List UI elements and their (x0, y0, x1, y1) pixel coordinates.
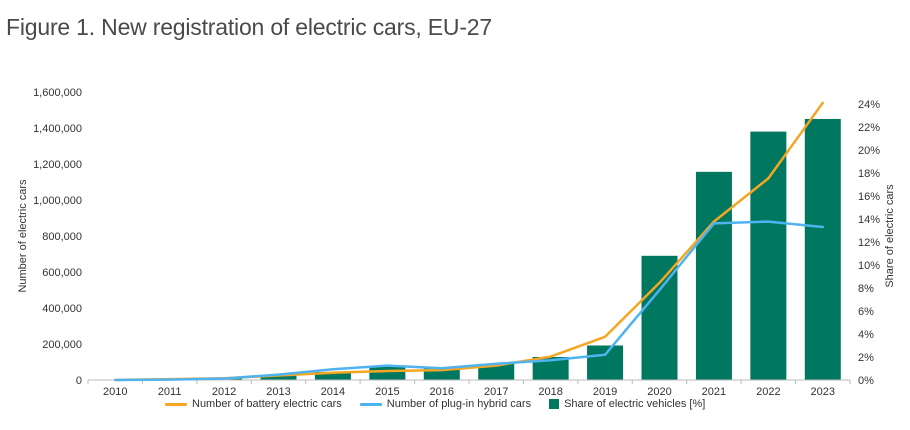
legend-item-phev: Number of plug-in hybrid cars (359, 398, 532, 410)
right-axis-tick-label: 18% (858, 168, 880, 180)
right-axis-ticks: 0% 2% 4% 6% 8% 10% 12% 14% 16% 18% 20% 22% 24% (858, 99, 880, 387)
x-axis-ticks: 2010 2011 2012 2013 2014 2015 2016 2017 2018 2019… (103, 386, 835, 398)
line-series-phev (113, 220, 825, 382)
right-axis-tick-label: 20% (858, 145, 880, 157)
x-axis-tick-label: 2015 (375, 386, 399, 398)
left-axis-tick-label: 800,000 (42, 231, 82, 243)
axes (87, 379, 851, 384)
right-axis-tick-label: 24% (858, 99, 880, 111)
legend-label-share: Share of electric vehicles [%] (564, 398, 706, 410)
x-axis-tick-label: 2012 (212, 386, 236, 398)
right-axis-tick-label: 14% (858, 214, 880, 226)
x-axis-tick-label: 2020 (647, 386, 671, 398)
chart-title: Figure 1. New registration of electric c… (6, 14, 492, 40)
right-axis-tick-label: 12% (858, 237, 880, 249)
left-axis-tick-label: 1,400,000 (33, 123, 82, 135)
x-axis-tick-label: 2017 (484, 386, 508, 398)
right-axis-tick-label: 10% (858, 260, 880, 272)
right-axis-title: Share of electric cars (884, 184, 896, 288)
x-axis-tick-label: 2023 (811, 386, 835, 398)
legend: Number of battery electric cars Number o… (165, 398, 705, 410)
left-axis-tick-label: 1,600,000 (33, 87, 82, 99)
bar-share-2022 (750, 131, 787, 380)
left-axis-tick-label: 600,000 (42, 267, 82, 279)
x-axis-tick-label: 2013 (266, 386, 290, 398)
right-axis-tick-label: 8% (858, 283, 874, 295)
right-axis-tick-label: 16% (858, 191, 880, 203)
left-axis-tick-label: 400,000 (42, 303, 82, 315)
x-axis-tick-label: 2022 (756, 386, 780, 398)
legend-label-bev: Number of battery electric cars (192, 398, 342, 410)
bar-share-2017 (478, 363, 515, 380)
left-axis-ticks: 0 200,000 400,000 600,000 800,000 1,000,000 1,… (33, 87, 82, 387)
bar-share-2013 (260, 375, 297, 380)
x-axis-tick-label: 2018 (538, 386, 562, 398)
left-axis-tick-label: 200,000 (42, 339, 82, 351)
bar-share-2018 (532, 357, 569, 380)
right-axis-tick-label: 6% (858, 306, 874, 318)
right-axis-tick-label: 2% (858, 352, 874, 364)
line-series (113, 101, 825, 382)
x-axis-tick-label: 2014 (321, 386, 345, 398)
left-axis-tick-label: 1,000,000 (33, 195, 82, 207)
x-axis-tick-label: 2016 (430, 386, 454, 398)
right-axis-tick-label: 0% (858, 375, 874, 387)
legend-item-bev: Number of battery electric cars (165, 398, 342, 410)
legend-swatch-bev (165, 402, 187, 406)
bar-share-2023 (804, 118, 841, 380)
legend-item-share: Share of electric vehicles [%] (549, 398, 705, 410)
bar-share-2015 (369, 366, 406, 380)
legend-swatch-share (549, 399, 560, 409)
bar-share-2014 (314, 371, 351, 380)
bar-share-2021 (695, 171, 732, 380)
x-axis-tick-label: 2021 (702, 386, 726, 398)
right-axis-tick-label: 4% (858, 329, 874, 341)
bar-share-2019 (587, 345, 624, 380)
bar-series-share (151, 118, 841, 380)
legend-swatch-phev (359, 402, 382, 406)
legend-label-phev: Number of plug-in hybrid cars (386, 398, 532, 410)
left-axis-title: Number of electric cars (17, 179, 29, 293)
x-axis-tick-label: 2010 (103, 386, 127, 398)
x-axis-tick-label: 2011 (158, 386, 182, 398)
right-axis-tick-label: 22% (858, 122, 880, 134)
left-axis-tick-label: 0 (76, 375, 82, 387)
left-axis-tick-label: 1,200,000 (33, 159, 82, 171)
x-axis-tick-label: 2019 (593, 386, 617, 398)
